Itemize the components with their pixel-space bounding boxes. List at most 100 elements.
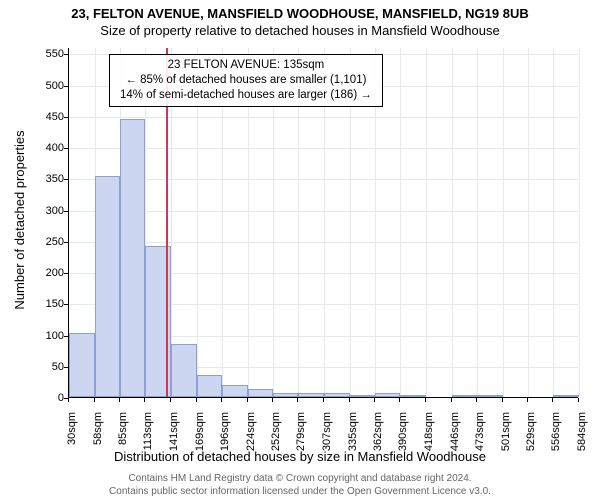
footer-line-1: Contains HM Land Registry data © Crown c… [0,473,600,486]
annotation-line-3: 14% of semi-detached houses are larger (… [120,88,372,103]
x-tick-label: 584sqm [576,412,588,451]
page-subtitle: Size of property relative to detached ho… [0,21,600,38]
histogram-bar [298,393,324,397]
x-tick-label: 30sqm [66,412,78,445]
y-tick-mark [64,367,68,368]
y-tick-mark [64,179,68,180]
y-tick-mark [64,148,68,149]
y-tick-mark [64,117,68,118]
gridline-v [503,48,504,397]
y-tick-label: 150 [34,298,64,310]
histogram-bar [171,344,197,397]
histogram-bar [477,395,503,397]
x-tick-label: 335sqm [347,412,359,451]
x-tick-mark [94,398,95,402]
x-tick-label: 390sqm [397,412,409,451]
histogram-chart: 23 FELTON AVENUE: 135sqm ← 85% of detach… [68,48,578,398]
page-title: 23, FELTON AVENUE, MANSFIELD WOODHOUSE, … [0,0,600,21]
histogram-bar [69,333,95,397]
histogram-bar [324,393,350,397]
x-tick-mark [221,398,222,402]
x-tick-mark [323,398,324,402]
histogram-bar [222,385,248,398]
x-tick-mark [476,398,477,402]
gridline-v [400,48,401,397]
histogram-bar [375,393,401,397]
footer-line-2: Contains public sector information licen… [0,486,600,499]
y-tick-label: 300 [34,205,64,217]
x-tick-label: 362sqm [372,412,384,451]
x-tick-mark [170,398,171,402]
y-tick-label: 400 [34,142,64,154]
y-tick-mark [64,336,68,337]
y-tick-label: 0 [34,392,64,404]
annotation-line-1: 23 FELTON AVENUE: 135sqm [120,58,372,73]
y-tick-label: 100 [34,330,64,342]
histogram-bar [400,395,426,397]
y-tick-mark [64,273,68,274]
x-tick-mark [272,398,273,402]
x-tick-label: 169sqm [194,412,206,451]
gridline-v [528,48,529,397]
gridline-v [426,48,427,397]
y-axis-label: Number of detached properties [12,130,27,309]
histogram-bar [248,389,274,397]
x-tick-mark [374,398,375,402]
histogram-bar [95,176,120,397]
histogram-bar [197,375,222,397]
histogram-bar [553,395,579,397]
y-tick-label: 250 [34,236,64,248]
x-tick-label: 501sqm [500,412,512,451]
x-tick-mark [552,398,553,402]
x-tick-mark [425,398,426,402]
x-tick-mark [451,398,452,402]
x-tick-mark [144,398,145,402]
gridline-v [553,48,554,397]
x-tick-mark [578,398,579,402]
x-tick-mark [247,398,248,402]
x-tick-mark [119,398,120,402]
gridline-v [477,48,478,397]
x-tick-mark [527,398,528,402]
y-tick-label: 550 [34,48,64,60]
x-tick-mark [399,398,400,402]
gridline-v [579,48,580,397]
x-tick-label: 529sqm [525,412,537,451]
y-tick-label: 350 [34,173,64,185]
annotation-box: 23 FELTON AVENUE: 135sqm ← 85% of detach… [109,54,383,107]
x-tick-label: 307sqm [321,412,333,451]
x-tick-mark [349,398,350,402]
x-tick-label: 85sqm [117,412,129,445]
y-tick-mark [64,86,68,87]
y-tick-mark [64,304,68,305]
x-axis-label: Distribution of detached houses by size … [0,449,600,464]
histogram-bar [120,119,146,397]
x-tick-label: 141sqm [168,412,180,451]
footer-text: Contains HM Land Registry data © Crown c… [0,473,600,498]
histogram-bar [350,395,375,397]
y-tick-mark [64,242,68,243]
x-tick-label: 113sqm [142,412,154,450]
x-tick-label: 252sqm [270,412,282,451]
x-tick-label: 418sqm [423,412,435,451]
x-tick-label: 196sqm [219,412,231,451]
annotation-line-2: ← 85% of detached houses are smaller (1,… [120,73,372,88]
y-tick-mark [64,211,68,212]
x-tick-label: 446sqm [449,412,461,451]
x-tick-label: 58sqm [92,412,104,445]
y-tick-mark [64,54,68,55]
x-tick-label: 224sqm [245,412,257,451]
x-tick-label: 473sqm [474,412,486,451]
y-tick-label: 500 [34,80,64,92]
x-tick-mark [297,398,298,402]
x-tick-label: 279sqm [295,412,307,451]
y-tick-label: 50 [34,361,64,373]
gridline-v [452,48,453,397]
x-tick-mark [68,398,69,402]
x-tick-label: 556sqm [550,412,562,451]
histogram-bar [452,395,477,397]
y-tick-label: 200 [34,267,64,279]
histogram-bar [273,393,298,397]
y-tick-label: 450 [34,111,64,123]
x-tick-mark [502,398,503,402]
